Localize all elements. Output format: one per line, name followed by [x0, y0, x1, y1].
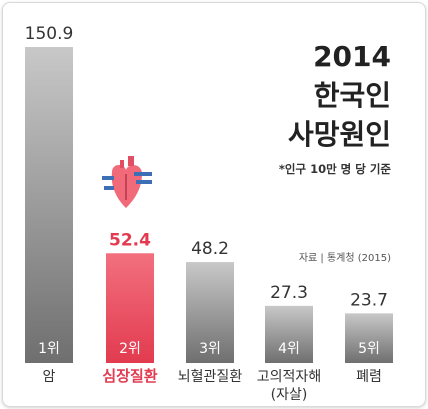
title-line-2: 한국인: [313, 79, 391, 112]
category-label-2: 심장질환: [102, 367, 157, 385]
rank-label-1: 1위: [38, 341, 60, 357]
rank-label-2: 2위: [119, 341, 141, 357]
bar-3: [186, 262, 234, 363]
category-label-3: 뇌혈관질환: [178, 369, 243, 385]
category-label-4-line2: (자살): [271, 387, 308, 403]
category-label-5: 폐렴: [356, 369, 382, 385]
title-year: 2014: [313, 40, 391, 73]
value-label-3: 48.2: [191, 239, 229, 259]
title-line-3: 사망원인: [287, 118, 391, 151]
chart-source: 자료 | 통계청 (2015): [298, 253, 391, 264]
bar-1: [25, 47, 73, 363]
value-label-1: 150.9: [25, 24, 74, 44]
category-label-4: 고의적자해: [257, 369, 321, 385]
rank-label-4: 4위: [278, 341, 300, 357]
rank-label-3: 3위: [199, 341, 221, 357]
chart-subtitle: *인구 10만 명 당 기준: [278, 162, 391, 176]
bar-4: [265, 305, 313, 363]
rank-label-5: 5위: [358, 341, 380, 357]
category-label-1: 암: [43, 369, 56, 385]
value-label-4: 27.3: [270, 283, 308, 303]
value-label-2: 52.4: [109, 230, 151, 250]
value-label-5: 23.7: [350, 290, 388, 310]
heart-icon: [102, 156, 152, 208]
bar-5: [345, 313, 393, 363]
bar-2: [106, 253, 154, 363]
chart-title: 2014 한국인 사망원인: [288, 37, 391, 154]
